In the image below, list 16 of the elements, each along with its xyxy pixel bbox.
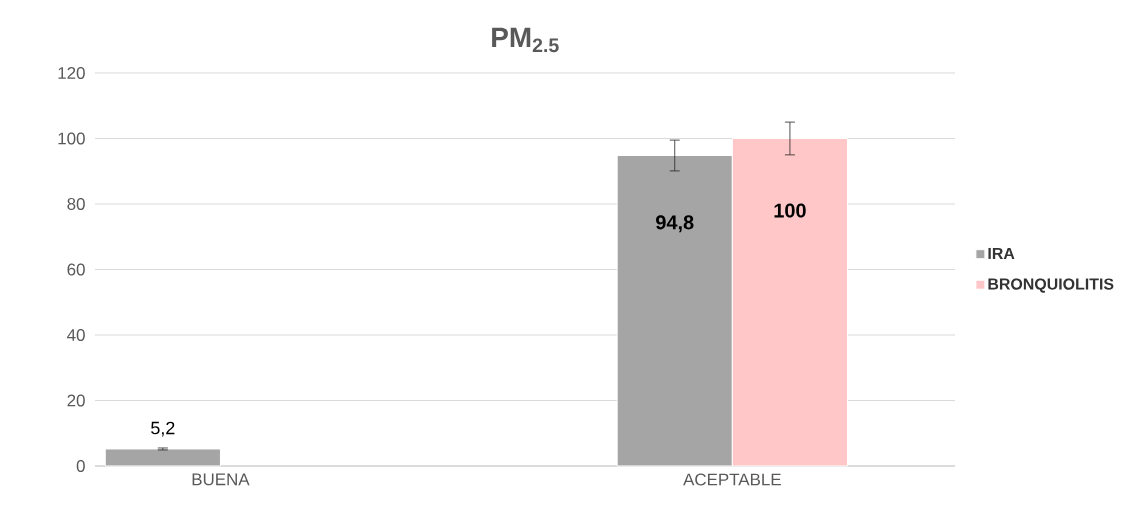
legend-label: BRONQUIOLITIS <box>988 278 1114 293</box>
y-tick-label: 100 <box>58 132 85 145</box>
x-tick-label: ACEPTABLE <box>683 473 781 486</box>
data-label: 100 <box>774 203 806 218</box>
y-tick-label: 60 <box>67 263 85 276</box>
x-tick-label: BUENA <box>192 473 250 486</box>
legend-label: IRA <box>988 247 1015 259</box>
chart-title: PM$_{2.5}$ <box>492 27 559 53</box>
y-tick-label: 40 <box>67 328 85 341</box>
data-label: 5,2 <box>151 421 175 437</box>
y-tick-label: 80 <box>67 197 85 210</box>
y-tick-label: 120 <box>58 66 85 79</box>
y-tick-label: 20 <box>67 394 85 407</box>
bar <box>104 448 221 467</box>
y-tick-label: 0 <box>76 459 85 472</box>
data-label: 94,8 <box>656 215 694 233</box>
